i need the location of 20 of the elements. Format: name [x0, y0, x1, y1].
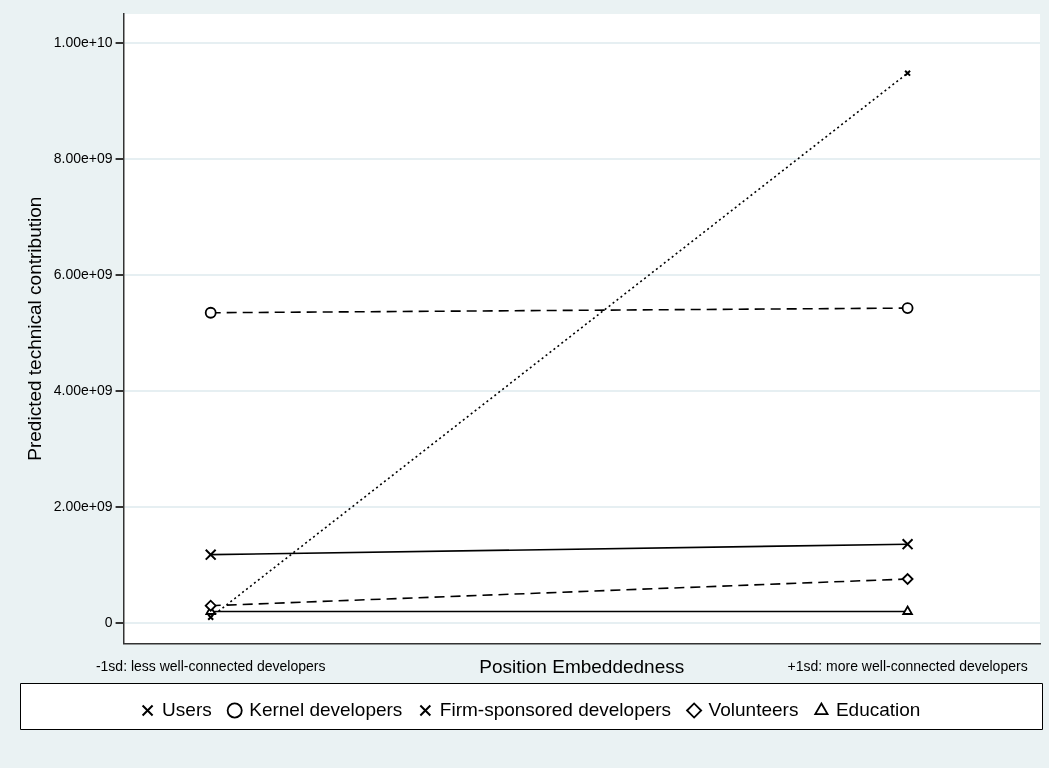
point — [901, 302, 914, 315]
y-tick-label: 4.00e+09 — [53, 381, 113, 398]
legend-label: Education — [835, 698, 921, 720]
point — [901, 573, 914, 585]
legend-label: Users — [162, 698, 212, 720]
x-tick-label: +1sd: more well-connected developers — [787, 657, 1028, 674]
legend-label: Volunteers — [708, 698, 799, 720]
point — [204, 306, 217, 319]
x-tick-label: -1sd: less well-connected developers — [95, 657, 326, 674]
point — [204, 548, 217, 561]
y-tick-label: 6.00e+09 — [53, 265, 113, 282]
x-axis-title: Position Embeddedness — [479, 655, 685, 677]
y-tick-label: 0 — [104, 613, 113, 630]
y-tick-label: 1.00e+10 — [53, 33, 113, 50]
legend-label: Kernel developers — [249, 698, 403, 720]
legend-label: Firm-sponsored developers — [439, 698, 672, 720]
y-tick-label: 8.00e+09 — [53, 149, 113, 166]
point — [901, 538, 914, 551]
y-axis-title: Predicted technical contribution — [23, 196, 45, 461]
y-tick-label: 2.00e+09 — [53, 497, 113, 514]
